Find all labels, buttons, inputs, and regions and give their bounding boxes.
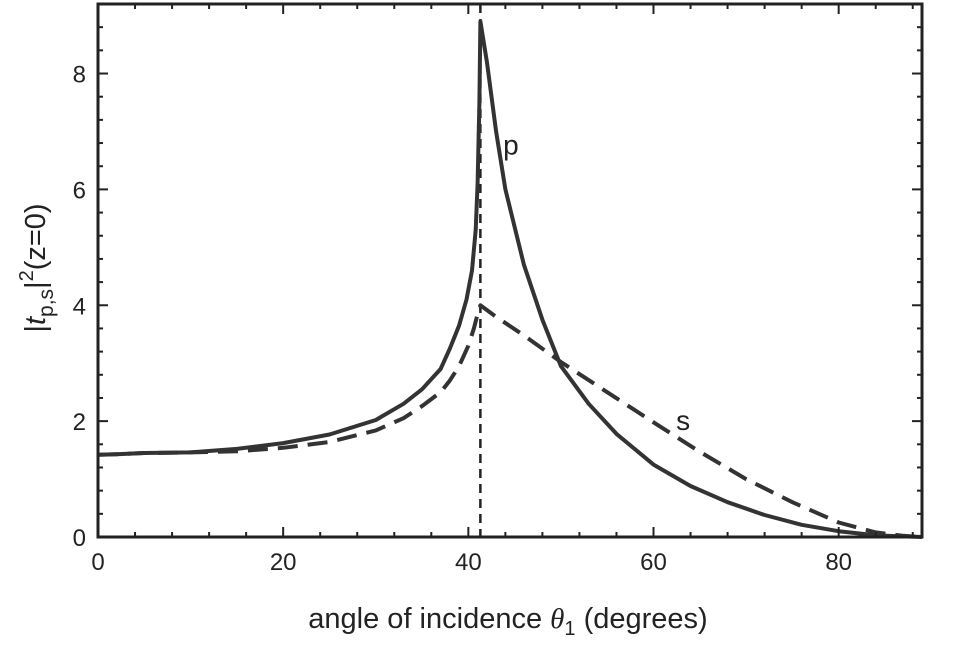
- x-tick-label: 60: [640, 549, 667, 576]
- y-tick-label: 6: [73, 177, 86, 204]
- series-label-p: p: [503, 130, 519, 161]
- y-tick-label: 2: [73, 409, 86, 436]
- x-tick-label: 20: [270, 549, 297, 576]
- y-axis-label: |tp,s|2(z=0): [16, 203, 58, 332]
- axis-ticks: 0 20 40 60 80 0 2 4 6 8: [73, 4, 922, 576]
- x-tick-label: 0: [91, 549, 104, 576]
- x-tick-label: 80: [825, 549, 852, 576]
- series-line-p: [97, 19, 923, 539]
- y-tick-label: 4: [73, 293, 86, 320]
- series-line-s: [97, 303, 923, 539]
- x-tick-label: 40: [455, 549, 482, 576]
- x-axis-label: angle of incidence θ1 (degrees): [308, 603, 707, 640]
- plot-frame: [96, 2, 924, 539]
- series-label-s: s: [676, 405, 690, 436]
- plot-marks: ps: [97, 4, 923, 539]
- y-tick-label: 0: [73, 525, 86, 552]
- y-tick-label: 8: [73, 62, 86, 89]
